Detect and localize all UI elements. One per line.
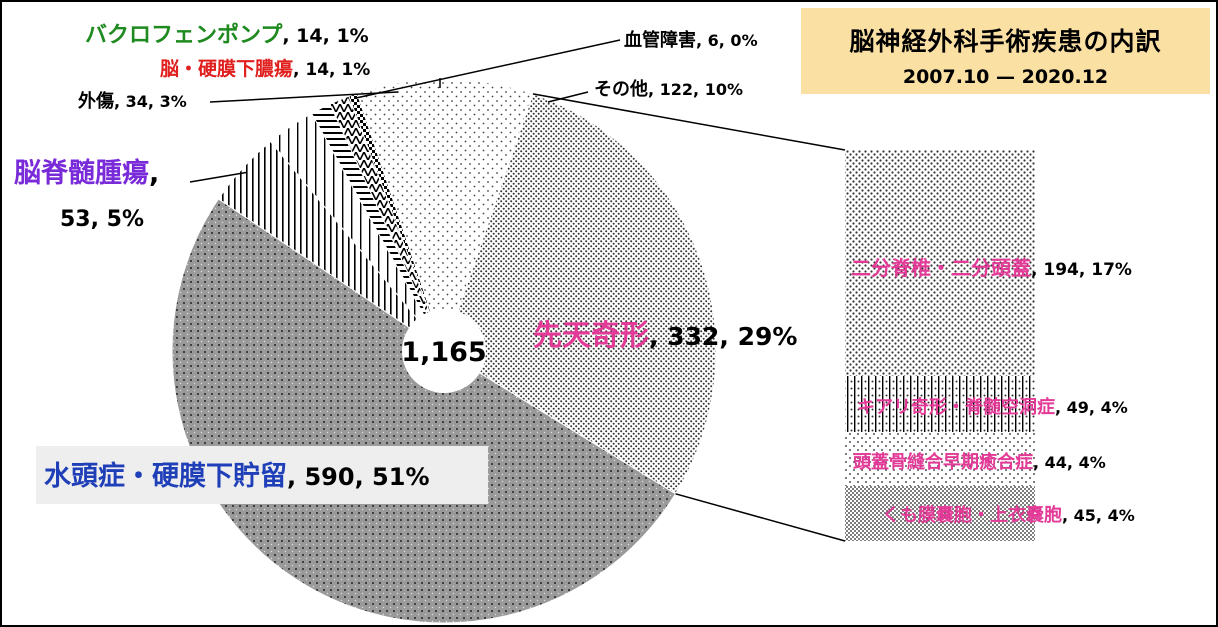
breakdown-block-chiari <box>845 376 1035 432</box>
label-vascular-stats: , 6, 0% <box>696 31 758 50</box>
label-tumor: 脳脊髄腫瘍, <box>13 157 159 189</box>
label-trauma: 外傷, 34, 3% <box>78 90 187 112</box>
pie-slice-hydro <box>171 198 677 624</box>
leader-tumor <box>189 171 248 183</box>
label-tumor-name: 脳脊髄腫瘍 <box>13 157 149 189</box>
label-other-name: その他 <box>594 78 648 100</box>
chart-subtitle: 2007.10 — 2020.12 <box>902 66 1109 88</box>
pie-slice-congenital <box>443 93 717 495</box>
pie-center-hole <box>402 309 486 393</box>
label-trauma-name: 外傷 <box>78 90 114 112</box>
label-spina-name: 二分脊椎・二分頭蓋 <box>851 256 1031 280</box>
label-congenital: 先天奇形, 332, 29% <box>533 318 797 352</box>
label-baclofen-name: バクロフェンポンプ <box>85 22 283 48</box>
label-other: その他, 122, 10% <box>594 78 743 100</box>
leader-vascular <box>354 39 621 100</box>
label-tumor-stats: 53, 5% <box>60 207 144 232</box>
label-abscess: 脳・硬膜下膿瘍, 14, 1% <box>159 57 370 80</box>
label-chiari-name: キアリ奇形・脊髄空洞症 <box>857 396 1055 418</box>
label-abscess-name: 脳・硬膜下膿瘍 <box>159 57 293 80</box>
label-abscess-stats: , 14, 1% <box>293 60 370 80</box>
label-hydro: 水頭症・硬膜下貯留, 590, 51% <box>44 461 430 492</box>
label-chiari: キアリ奇形・脊髄空洞症, 49, 4% <box>857 396 1128 418</box>
breakdown-connector-top <box>532 93 846 151</box>
label-spina-stats: , 194, 17% <box>1031 260 1132 280</box>
title-box: 脳神経外科手術疾患の内訳 2007.10 — 2020.12 <box>801 8 1210 94</box>
label-trauma-stats: , 34, 3% <box>114 92 187 111</box>
label-cranio-stats: , 44, 4% <box>1033 453 1106 472</box>
leader-trauma <box>209 91 399 103</box>
label-cyst: くも膜嚢胞・上衣嚢胞, 45, 4% <box>882 504 1135 526</box>
breakdown-block-spina-bifida <box>845 150 1035 376</box>
label-hydro-background <box>36 446 488 504</box>
label-cyst-name: くも膜嚢胞・上衣嚢胞 <box>882 504 1062 526</box>
label-congenital-name: 先天奇形 <box>533 318 649 352</box>
chart-title: 脳神経外科手術疾患の内訳 <box>849 27 1162 56</box>
breakdown-connector-bottom <box>675 493 846 542</box>
total-label: 1,165 <box>401 337 486 368</box>
label-chiari-stats: , 49, 4% <box>1055 398 1128 417</box>
label-spina: 二分脊椎・二分頭蓋, 194, 17% <box>851 256 1132 280</box>
label-cyst-stats: , 45, 4% <box>1062 506 1135 525</box>
label-cranio: 頭蓋骨縫合早期癒合症, 44, 4% <box>853 451 1106 473</box>
label-hydro-stats: , 590, 51% <box>287 463 430 491</box>
label-other-stats: , 122, 10% <box>648 80 743 99</box>
label-baclofen-stats: , 14, 1% <box>282 25 368 47</box>
label-vascular: 血管障害, 6, 0% <box>624 29 758 51</box>
breakdown-block-craniosynostosis <box>845 432 1035 486</box>
label-tumor-comma: , <box>149 158 159 189</box>
label-vascular-name: 血管障害 <box>624 29 696 51</box>
breakdown-block-cyst <box>845 486 1035 541</box>
label-baclofen: バクロフェンポンプ, 14, 1% <box>85 22 369 48</box>
label-cranio-name: 頭蓋骨縫合早期癒合症 <box>853 451 1033 473</box>
label-hydro-name: 水頭症・硬膜下貯留 <box>44 461 287 492</box>
label-congenital-stats: , 332, 29% <box>649 322 797 351</box>
leader-other <box>547 91 589 103</box>
